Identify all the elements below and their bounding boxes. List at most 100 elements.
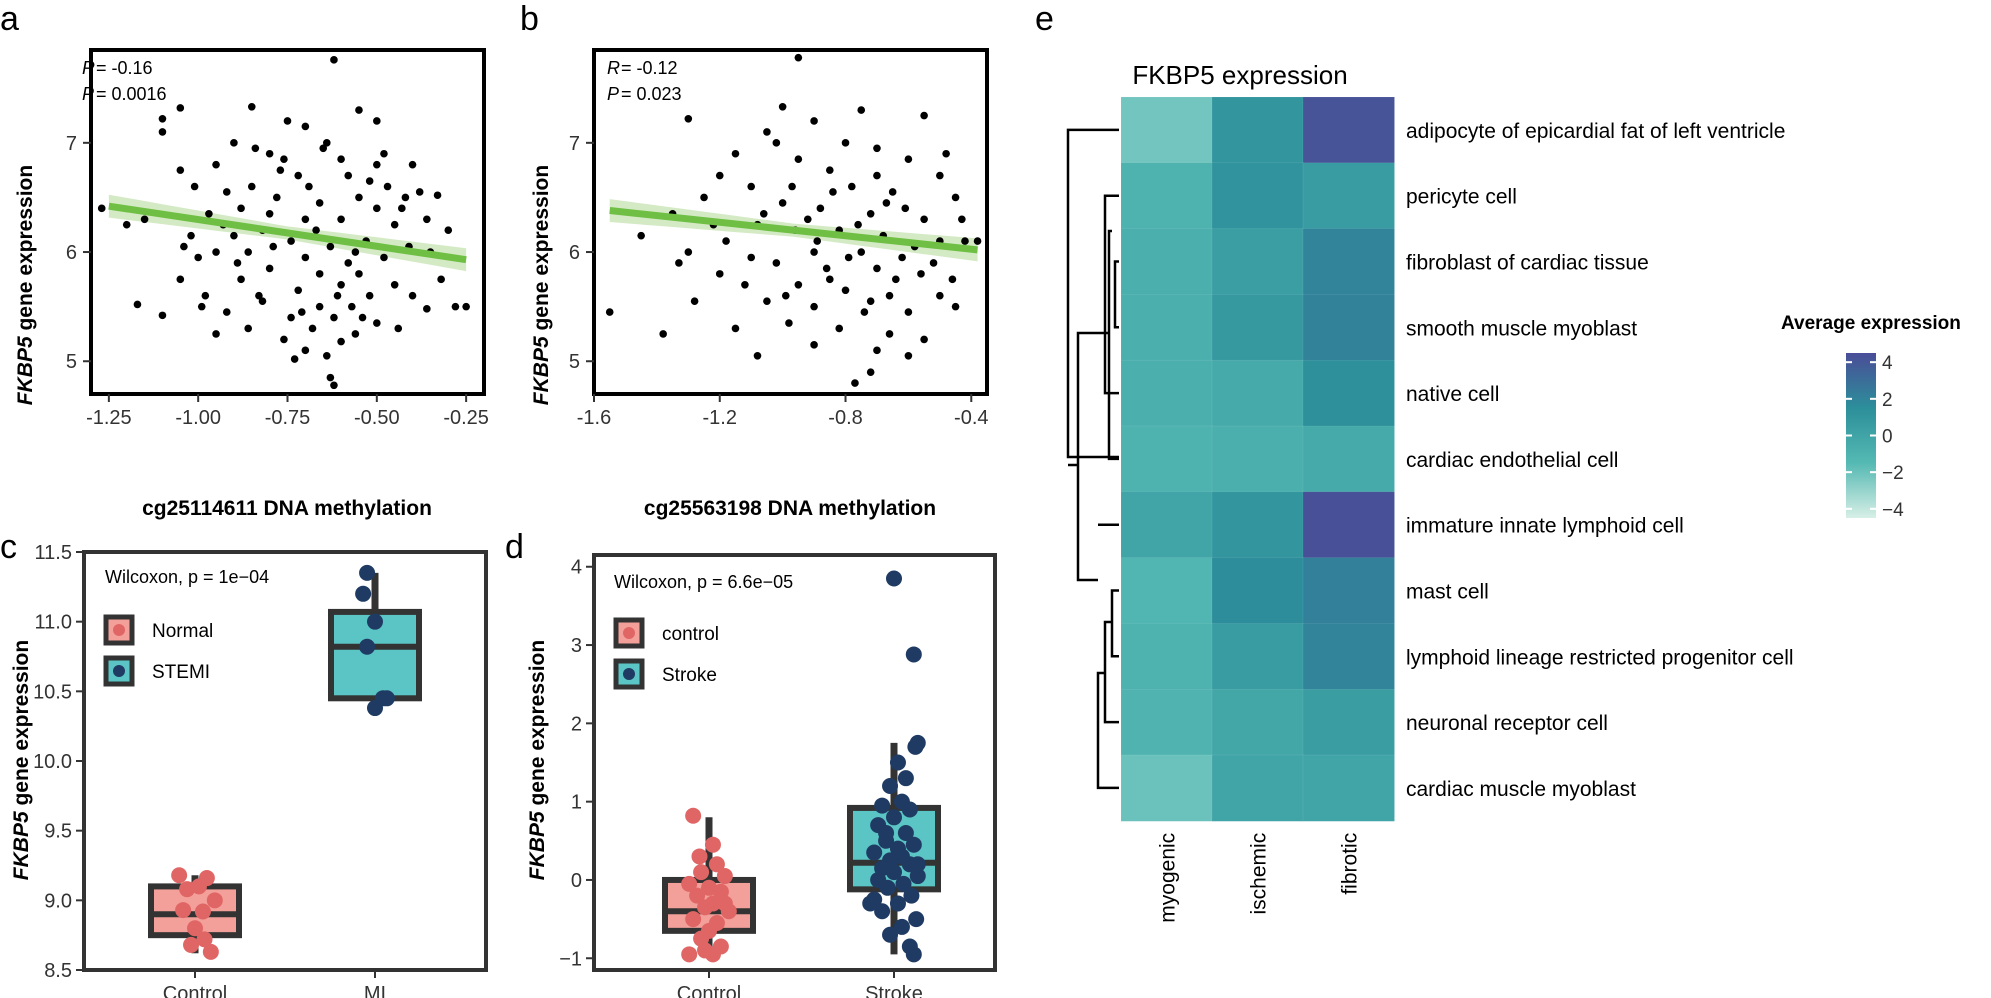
data-point-b-19 [700,193,708,202]
data-point-a-58 [294,286,303,295]
data-point-b-0 [794,53,803,62]
plot-frame-d [592,553,997,972]
data-point-b-76 [892,275,900,284]
data-point-a-96 [269,242,278,251]
data-point-a-29 [237,204,245,213]
data-point-b-14 [936,171,944,180]
y-tick-label-c-1: 9.0 [44,890,72,912]
y-tick-label-c-6: 11.5 [35,542,72,564]
data-point-d-0-4 [716,868,733,885]
data-point-d-0-8 [689,887,706,904]
dendrogram-branch-0 [1066,128,1119,459]
heatmap-cell-7-1 [1211,557,1304,625]
row-label-2: fibroblast of cardiac tissue [1406,252,1649,275]
data-point-a-104 [180,242,188,251]
data-point-d-1-37 [909,856,926,873]
heatmap-cell-0-0 [1120,96,1213,164]
data-point-a-8 [301,122,310,131]
y-axis-title-rest-b: gene expression [530,165,553,337]
data-point-a-64 [315,302,324,311]
data-point-a-109 [437,275,445,284]
data-point-a-27 [355,193,363,202]
data-point-a-71 [373,319,381,327]
panel-letter-b: b [520,0,539,38]
data-point-b-80 [866,297,875,305]
data-point-a-47 [194,253,202,262]
data-point-a-53 [355,270,363,278]
data-point-a-7 [158,128,167,136]
dendrogram-branch-7 [1076,331,1109,582]
data-point-b-30 [961,237,969,245]
y-tick-label-b-0: 5 [569,351,580,373]
data-point-a-42 [326,242,335,251]
data-point-a-23 [190,182,199,191]
data-point-c-1-2 [367,613,383,630]
data-point-a-67 [451,302,460,311]
data-point-b-12 [715,171,724,180]
data-point-b-15 [747,182,755,191]
data-point-b-39 [917,270,925,278]
x-tick-label-a-4: -0.25 [443,407,489,429]
heatmap-cell-4-2 [1302,359,1395,427]
data-point-b-74 [747,253,755,262]
data-point-d-0-21 [691,848,708,865]
data-point-d-1-4 [889,754,906,771]
data-point-a-73 [244,324,252,333]
data-point-a-5 [373,117,381,125]
colorbar-title: Average expression [1781,313,1961,334]
data-point-b-9 [731,149,740,158]
data-point-a-95 [351,248,360,256]
stat-p-label-b: P [607,84,619,104]
y-axis-title-gene-c: FKBP5 [10,811,33,880]
heatmap-cell-9-2 [1302,688,1395,756]
row-label-5: cardiac endothelial cell [1406,449,1618,472]
data-point-a-68 [222,308,231,316]
data-point-a-50 [380,253,388,262]
x-tick-label-b-2: -0.8 [828,407,862,429]
data-point-b-16 [848,182,856,191]
data-point-a-56 [390,280,399,289]
data-point-a-1 [176,104,185,112]
data-point-b-47 [763,297,771,305]
data-point-a-59 [201,291,210,300]
data-point-d-0-10 [697,899,714,916]
column-label-1: ischemic [1248,833,1271,915]
stat-r-label-a: R [82,58,95,78]
data-point-b-50 [904,308,913,316]
data-point-a-66 [423,305,431,313]
row-label-7: mast cell [1406,581,1489,604]
data-point-a-37 [444,226,453,234]
data-point-d-1-27 [889,895,906,912]
data-point-b-67 [772,139,781,147]
heatmap-cell-10-2 [1302,754,1395,822]
y-axis-title-rest-a: gene expression [14,165,37,337]
data-point-a-52 [315,270,324,278]
data-point-a-32 [122,220,131,229]
panel-letter-d: d [505,528,524,566]
data-point-d-1-30 [893,918,910,935]
colorbar-tick-label-4: −4 [1882,500,1904,521]
heatmap-cell-0-2 [1302,96,1395,164]
data-point-a-48 [301,253,310,262]
data-point-a-34 [337,215,345,224]
data-point-a-36 [423,215,431,224]
data-point-d-0-20 [716,895,733,912]
data-point-b-34 [857,248,866,256]
data-point-a-22 [433,191,442,200]
heatmap-title: FKBP5 expression [1132,60,1347,90]
y-tick-label-d-1: 0 [571,870,582,892]
y-tick-label-a-2: 7 [66,133,77,155]
legend-label-d-0: control [662,624,719,645]
heatmap-cell-1-1 [1211,162,1304,230]
data-point-a-70 [330,313,338,322]
data-point-d-1-36 [878,824,895,841]
colorbar-tick-label-0: 4 [1882,353,1893,374]
data-point-a-65 [348,302,356,311]
data-point-b-64 [605,308,614,316]
data-point-d-0-3 [693,864,710,881]
row-label-6: immature innate lymphoid cell [1406,515,1684,538]
data-point-a-17 [294,171,303,180]
data-point-c-1-3 [359,638,376,655]
data-point-d-0-5 [681,875,698,892]
data-point-a-105 [373,160,381,169]
